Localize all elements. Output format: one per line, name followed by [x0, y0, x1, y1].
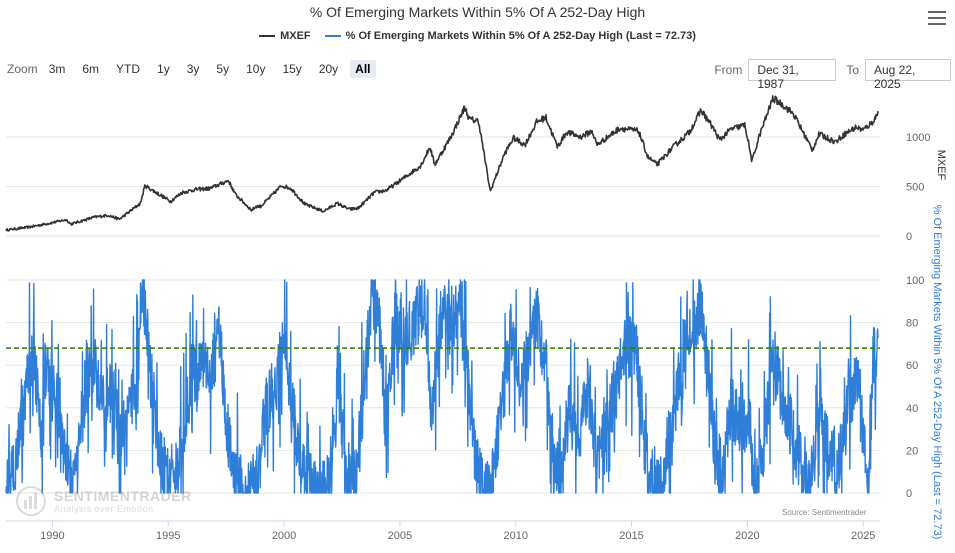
chart-menu-icon[interactable]: [925, 8, 949, 28]
y-tick-label: 80: [906, 318, 918, 330]
zoom-button-6m[interactable]: 6m: [82, 62, 100, 76]
zoom-button-15y[interactable]: 15y: [282, 62, 302, 76]
legend-swatch-percent: [324, 35, 341, 37]
chart-title: % Of Emerging Markets Within 5% Of A 252…: [309, 4, 646, 20]
y-tick-label: 60: [906, 360, 918, 372]
y-tick-label: 20: [906, 445, 918, 457]
x-tick-label: 1995: [156, 530, 180, 542]
x-tick-label: 1990: [40, 530, 64, 542]
x-tick-label: 2005: [388, 530, 412, 542]
y-tick-label: 1000: [906, 132, 930, 144]
legend-label-percent: % Of Emerging Markets Within 5% Of A 252…: [345, 30, 696, 42]
zoom-bar: Zoom 3m 6m YTD 1y 3y 5y 10y 15y 20y All: [7, 60, 383, 78]
y-tick-label: 40: [906, 403, 918, 415]
zoom-button-all[interactable]: All: [350, 60, 376, 78]
from-date-input[interactable]: Dec 31, 1987: [748, 59, 837, 91]
zoom-button-3m[interactable]: 3m: [48, 62, 66, 76]
to-date-input[interactable]: Aug 22, 2025: [865, 59, 951, 91]
zoom-button-20y[interactable]: 20y: [318, 62, 339, 76]
zoom-button-10y[interactable]: 10y: [246, 62, 266, 76]
legend-label-mxef: MXEF: [280, 30, 311, 42]
zoom-label: Zoom: [7, 62, 38, 76]
legend-swatch-mxef: [259, 35, 276, 37]
zoom-button-5y[interactable]: 5y: [216, 62, 230, 76]
from-label: From: [714, 63, 743, 77]
x-tick-label: 2000: [272, 530, 296, 542]
zoom-button-3y[interactable]: 3y: [186, 62, 200, 76]
x-tick-label: 2010: [503, 530, 527, 542]
zoom-button-ytd[interactable]: YTD: [116, 62, 141, 76]
y-axis-title-percent: % Of Emerging Markets Within 5% Of A 252…: [931, 205, 943, 540]
source-note: Source: Sentimentrader: [782, 508, 867, 517]
chart-marks: [5, 95, 880, 494]
watermark-title: SENTIMENTRADER: [54, 488, 192, 504]
y-tick-label: 0: [906, 488, 912, 500]
watermark-logo-icon: [16, 486, 46, 516]
x-tick-label: 2025: [851, 530, 875, 542]
watermark: SENTIMENTRADER Analysis over Emotion: [14, 484, 192, 518]
series-line-percent: [5, 279, 879, 494]
x-tick-label: 2020: [735, 530, 759, 542]
grid-lines: [6, 136, 880, 494]
legend-item-percent[interactable]: % Of Emerging Markets Within 5% Of A 252…: [324, 30, 696, 42]
zoom-button-1y[interactable]: 1y: [157, 62, 170, 76]
y-tick-label: 100: [906, 275, 924, 287]
watermark-subtitle: Analysis over Emotion: [54, 504, 154, 514]
to-label: To: [846, 63, 859, 77]
y-axis-title-mxef: MXEF: [935, 150, 947, 181]
date-range: From Dec 31, 1987 To Aug 22, 2025: [714, 59, 951, 91]
y-tick-label: 0: [906, 231, 912, 243]
x-tick-label: 2015: [619, 530, 643, 542]
legend: MXEF % Of Emerging Markets Within 5% Of …: [0, 30, 955, 42]
y-tick-label: 500: [906, 182, 924, 194]
legend-item-mxef[interactable]: MXEF: [259, 30, 311, 42]
series-line-mxef: [5, 95, 879, 232]
axes: 0 500 1000 0 20 40 60 80 100 1990 1995 2000 2005 2010…: [6, 132, 947, 542]
